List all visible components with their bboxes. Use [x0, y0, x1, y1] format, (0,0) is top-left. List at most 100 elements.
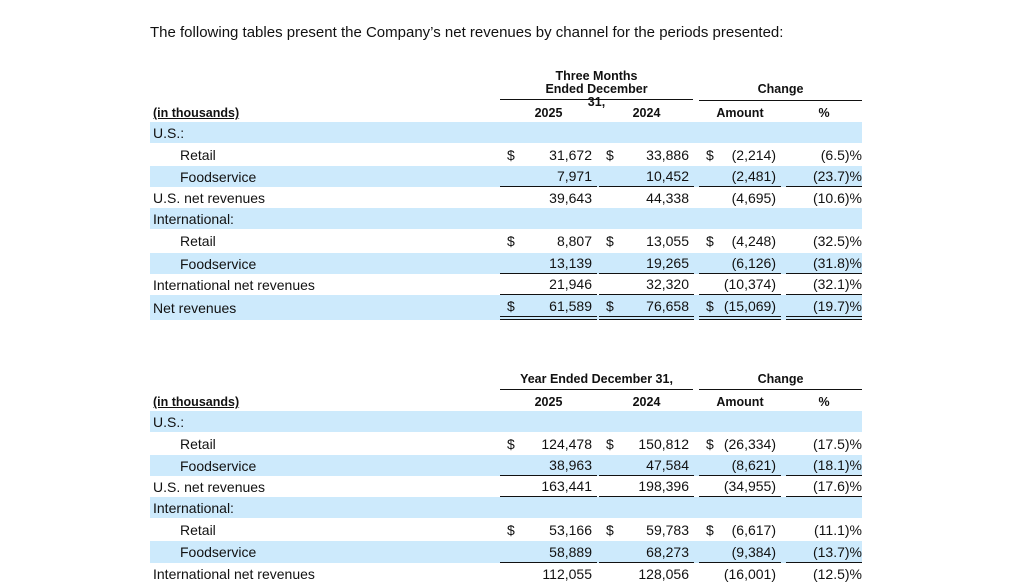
dollar-sign: $ — [507, 435, 515, 452]
table-row: Foodservice 58,889 68,273 (9,384) (13.7)% — [150, 541, 862, 563]
cell-value: (9,384) — [731, 543, 776, 560]
cell-value: 124,478 — [541, 435, 592, 452]
value-cell: (32.5)% — [786, 229, 862, 253]
cell-value: 53,166 — [549, 521, 592, 538]
cell-value: 33,886 — [646, 146, 689, 163]
column-header: 2025 — [500, 395, 597, 412]
row-label: Retail — [180, 435, 216, 452]
cell-value: (4,695) — [731, 189, 776, 206]
column-header: Amount — [699, 395, 781, 412]
row-label: Retail — [180, 146, 216, 163]
row-label: Foodservice — [180, 168, 257, 185]
dollar-sign: $ — [507, 146, 515, 163]
dollar-sign: $ — [606, 435, 614, 452]
cell-value: (23.7)% — [812, 168, 862, 184]
column-header: 2025 — [500, 106, 597, 123]
cell-value: (13.7)% — [812, 543, 862, 560]
quarterly-revenue-table: Three Months Ended December 31, Change (in… — [150, 70, 862, 320]
table-row: Retail $31,672 $33,886 $ (2,214) (6.5)% — [150, 143, 862, 166]
cell-value: 13,139 — [549, 255, 592, 271]
value-cell: $ (4,248) — [699, 229, 781, 253]
cell-value: 39,643 — [549, 189, 592, 206]
cell-value: (4,248) — [731, 233, 776, 249]
cell-value: 61,589 — [549, 297, 592, 314]
value-cell: (4,695) — [699, 187, 781, 208]
cell-value: (17.6)% — [812, 478, 862, 494]
value-cell: (6.5)% — [786, 143, 862, 166]
value-cell: 68,273 — [599, 541, 694, 563]
row-label: U.S. net revenues — [153, 478, 266, 495]
value-cell: (11.1)% — [786, 518, 862, 541]
annual-revenue-table: Year Ended December 31, Change (in thousan… — [150, 359, 862, 584]
value-cell: $ (2,214) — [699, 143, 781, 166]
dollar-sign: $ — [706, 521, 714, 538]
row-label: Retail — [180, 233, 216, 249]
cell-value: 150,812 — [638, 435, 689, 452]
cell-value: 19,265 — [646, 255, 689, 271]
value-cell: $150,812 — [599, 432, 694, 455]
value-cell: 10,452 — [599, 166, 694, 187]
table-row: International net revenues 112,055 128,056… — [150, 563, 862, 584]
value-cell: 44,338 — [599, 187, 694, 208]
dollar-sign: $ — [507, 233, 515, 249]
column-header: % — [786, 395, 862, 412]
table-row: International: — [150, 208, 862, 229]
cell-value: (6.5)% — [820, 146, 862, 163]
row-label: Foodservice — [180, 255, 257, 272]
value-cell: 58,889 — [500, 541, 597, 563]
dollar-sign: $ — [606, 146, 614, 163]
cell-value: (18.1)% — [812, 457, 862, 473]
cell-value: 198,396 — [638, 478, 689, 494]
value-cell: (10,374) — [699, 274, 781, 295]
cell-value: (32.1)% — [812, 276, 862, 292]
table-row: Foodservice 13,139 19,265 (6,126) (31.8)% — [150, 253, 862, 274]
cell-value: (34,955) — [723, 478, 776, 494]
value-cell: $ (15,069) — [699, 295, 781, 320]
value-cell: (17.5)% — [786, 432, 862, 455]
cell-value: 58,889 — [549, 543, 592, 560]
value-cell: (23.7)% — [786, 166, 862, 187]
table-row: Foodservice 38,963 47,584 (8,621) (18.1)% — [150, 455, 862, 476]
cell-value: 21,946 — [549, 276, 592, 292]
row-label: Retail — [180, 521, 216, 538]
table-row: U.S.: — [150, 122, 862, 143]
table-row: U.S.: — [150, 411, 862, 432]
dollar-sign: $ — [706, 297, 714, 314]
value-cell: (17.6)% — [786, 476, 862, 497]
unit-label: (in thousands) — [153, 395, 240, 409]
row-label: Foodservice — [180, 457, 257, 474]
cell-value: 8,807 — [556, 233, 592, 249]
value-cell: 32,320 — [599, 274, 694, 295]
value-cell: (12.5)% — [786, 563, 862, 584]
row-label: Foodservice — [180, 544, 257, 560]
value-cell: 47,584 — [599, 455, 694, 476]
value-cell: $ (6,617) — [699, 518, 781, 541]
table-row: Retail $53,166 $59,783 $ (6,617) (11.1)% — [150, 518, 862, 541]
value-cell: $124,478 — [500, 432, 597, 455]
value-cell: 163,441 — [500, 476, 597, 497]
column-header: 2024 — [599, 395, 694, 412]
cell-value: 68,273 — [646, 543, 689, 560]
table-row: U.S. net revenues 163,441 198,396 (34,955) (… — [150, 476, 862, 497]
value-cell: $13,055 — [599, 229, 694, 253]
value-cell: 112,055 — [500, 563, 597, 584]
value-cell: 38,963 — [500, 455, 597, 476]
row-label: U.S.: — [153, 413, 185, 430]
table-row: Retail $8,807 $13,055 $ (4,248) (32.5)% — [150, 229, 862, 253]
row-label: U.S.: — [153, 124, 185, 141]
cell-value: (26,334) — [723, 435, 776, 452]
dollar-sign: $ — [706, 435, 714, 452]
value-cell: 198,396 — [599, 476, 694, 497]
column-header: Amount — [699, 106, 781, 123]
cell-value: 7,971 — [556, 168, 592, 184]
table-row: Net revenues $61,589 $76,658 $ (15,069) (19.7… — [150, 295, 862, 320]
value-cell: $59,783 — [599, 518, 694, 541]
value-cell: (13.7)% — [786, 541, 862, 563]
value-cell: (18.1)% — [786, 455, 862, 476]
cell-value: (2,481) — [731, 168, 776, 184]
value-cell: (2,481) — [699, 166, 781, 187]
value-cell: (19.7)% — [786, 295, 862, 320]
value-cell: (10.6)% — [786, 187, 862, 208]
value-cell: (6,126) — [699, 253, 781, 274]
table-row: International: — [150, 497, 862, 518]
